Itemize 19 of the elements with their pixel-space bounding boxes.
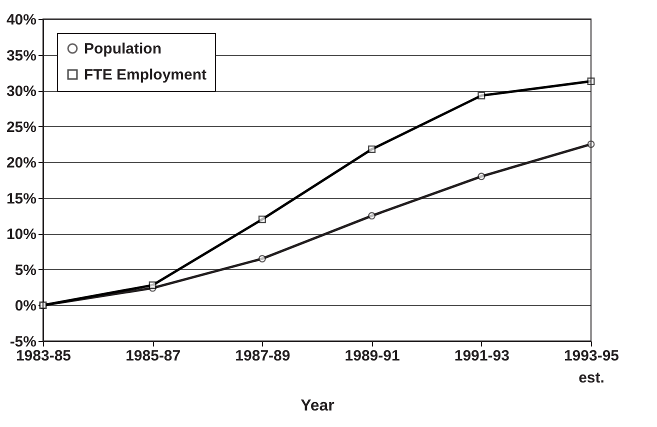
x-tick-label: 1991-93: [454, 348, 510, 364]
legend-label: Population: [84, 40, 162, 58]
y-tick-label: 15%: [6, 190, 36, 208]
x-tick-label: 1987-89: [235, 348, 290, 364]
y-tick-label: 30%: [6, 83, 36, 100]
x-tick-label: 1985-87: [126, 348, 181, 364]
y-tick-label: 35%: [6, 47, 36, 64]
y-tick-label: 10%: [6, 226, 36, 244]
x-tick-label: 1989-91: [344, 348, 400, 364]
x-tick-label: 1993-95 est.: [564, 348, 620, 386]
y-tick-label: 25%: [6, 118, 36, 136]
legend-label: FTE Employment: [84, 66, 207, 84]
x-tick-label: 1983-85: [16, 348, 72, 364]
y-tick-label: -5%: [10, 334, 36, 350]
y-tick-label: 0%: [14, 298, 36, 315]
y-tick-label: 5%: [14, 262, 36, 279]
x-axis-title: Year: [300, 398, 334, 414]
y-tick-label: 20%: [6, 154, 36, 172]
y-tick-label: 40%: [6, 12, 36, 28]
